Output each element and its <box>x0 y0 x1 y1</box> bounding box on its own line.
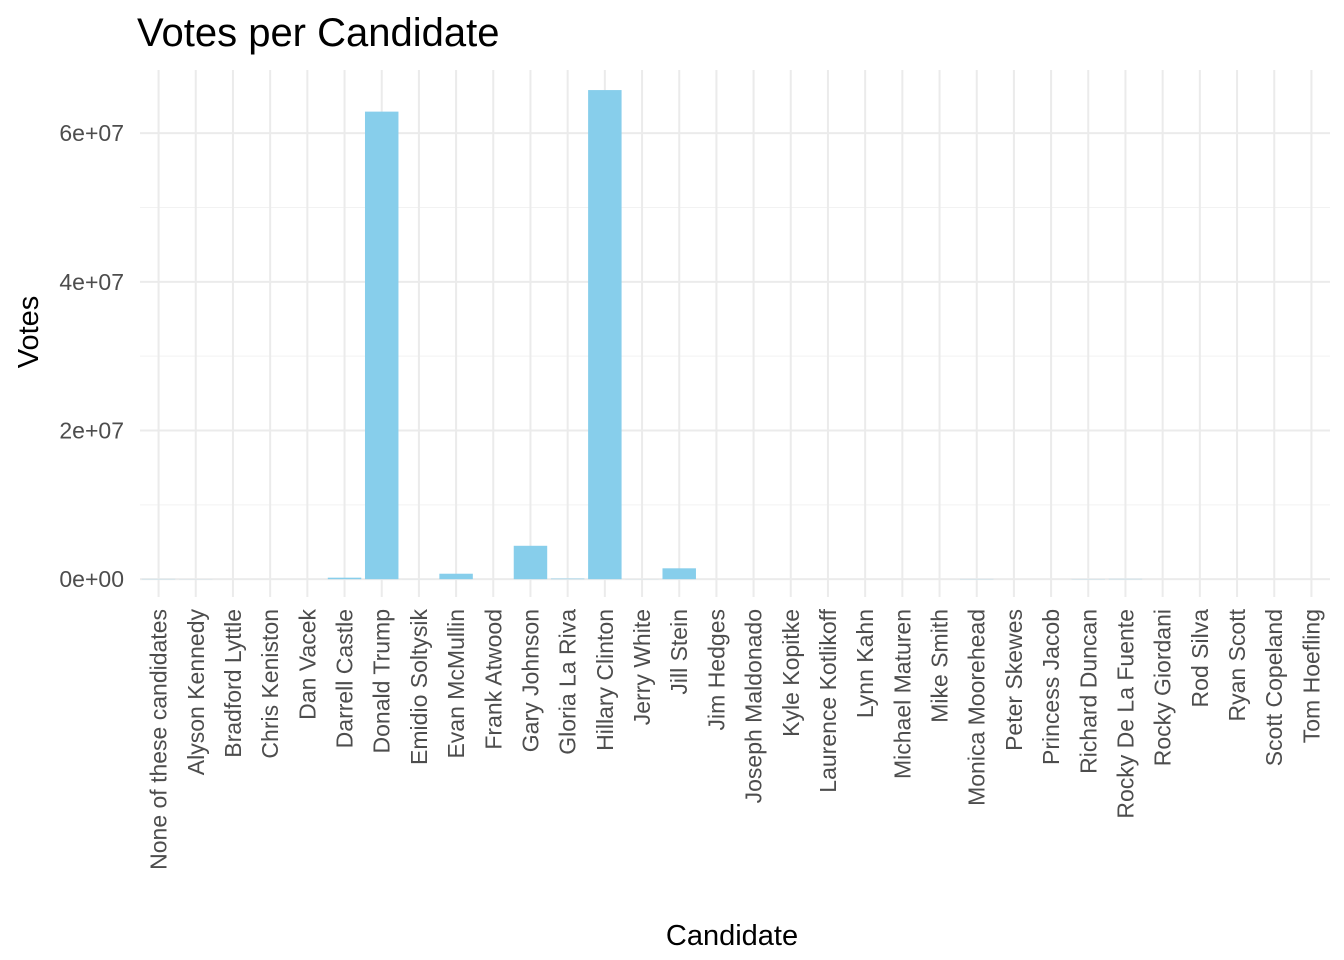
x-axis-ticks: None of these candidates Alyson Kennedy Br… <box>146 608 1325 869</box>
x-tick-label: Gary Johnson <box>517 609 543 752</box>
x-tick-label: Rod Silva <box>1187 609 1213 708</box>
x-tick-label: Laurence Kotlikoff <box>815 608 841 792</box>
bar <box>588 90 622 580</box>
x-tick-label: Tom Hoefling <box>1298 609 1324 743</box>
y-tick-label: 0e+00 <box>59 566 124 592</box>
x-tick-label: Princess Jacob <box>1038 609 1064 765</box>
x-tick-label: Peter Skewes <box>1001 609 1027 751</box>
x-tick-label: Kyle Kopitke <box>778 609 804 737</box>
x-tick-label: Rocky De La Fuente <box>1112 609 1138 819</box>
y-axis-ticks: 0e+00 2e+07 4e+07 6e+07 <box>59 120 124 592</box>
x-tick-label: Dan Vacek <box>294 609 320 720</box>
x-tick-label: Jill Stein <box>666 609 692 695</box>
bar <box>550 578 585 580</box>
x-tick-label: Monica Moorehead <box>964 609 990 806</box>
chart-title: Votes per Candidate <box>137 11 499 55</box>
x-tick-label: Emidio Soltysik <box>406 609 432 765</box>
y-tick-label: 6e+07 <box>59 120 124 146</box>
y-tick-label: 2e+07 <box>59 418 124 444</box>
x-tick-label: Joseph Maldonado <box>741 609 767 803</box>
x-tick-label: Scott Copeland <box>1261 609 1287 766</box>
bar <box>327 577 362 580</box>
bar <box>662 568 696 580</box>
x-tick-label: Jim Hedges <box>703 609 729 730</box>
x-tick-label: Gloria La Riva <box>555 609 581 755</box>
bar <box>364 111 399 580</box>
x-tick-label: Evan McMullin <box>443 609 469 759</box>
x-tick-label: Bradford Lyttle <box>220 609 246 758</box>
bar <box>513 545 548 580</box>
bar <box>439 573 473 580</box>
y-axis-title: Votes <box>13 296 45 369</box>
x-tick-label: Chris Keniston <box>257 609 283 759</box>
x-tick-label: Michael Maturen <box>889 609 915 779</box>
x-tick-label: Rocky Giordani <box>1150 609 1176 766</box>
x-axis-title: Candidate <box>666 920 798 952</box>
y-tick-label: 4e+07 <box>59 269 124 295</box>
grid <box>140 70 1330 597</box>
bars <box>141 90 1143 580</box>
x-tick-label: Jerry White <box>629 609 655 725</box>
x-tick-label: Richard Duncan <box>1075 609 1101 774</box>
x-tick-label: Ryan Scott <box>1224 608 1250 721</box>
x-tick-label: Darrell Castle <box>332 609 358 748</box>
x-tick-label: Mike Smith <box>927 609 953 723</box>
x-tick-label: Donald Trump <box>369 609 395 753</box>
x-tick-label: Hillary Clinton <box>592 609 618 751</box>
x-tick-label: Alyson Kennedy <box>183 609 209 776</box>
x-tick-label: Lynn Kahn <box>852 609 878 718</box>
x-tick-label: None of these candidates <box>146 609 172 870</box>
x-tick-label: Frank Atwood <box>480 609 506 750</box>
